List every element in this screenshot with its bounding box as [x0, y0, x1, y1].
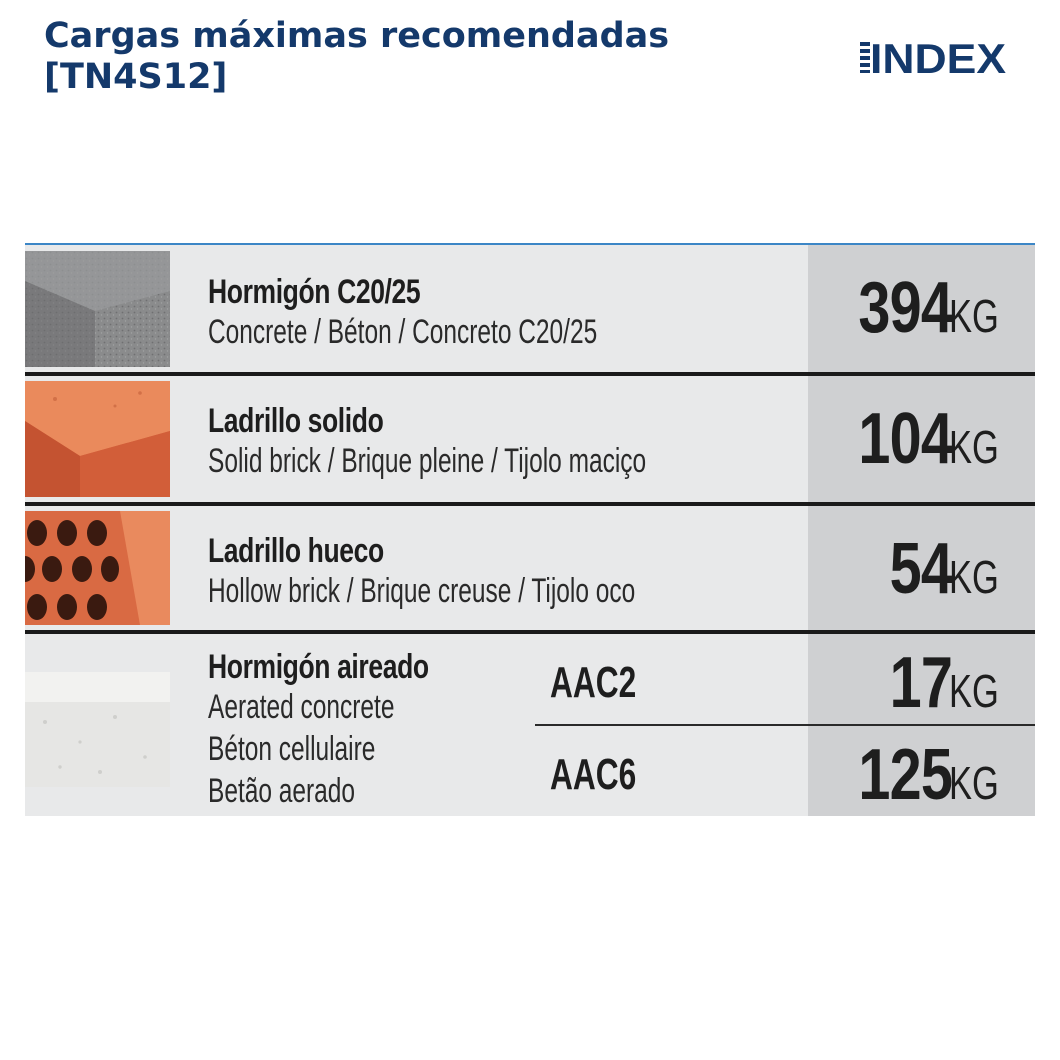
page-title-line1: Cargas máximas recomendadas: [44, 16, 670, 56]
table-row-hollow-brick: Ladrillo hueco Hollow brick / Brique cre…: [25, 506, 1035, 630]
index-logo: INDEX: [860, 37, 1006, 77]
material-translations: Hollow brick / Brique creuse / Tijolo oc…: [208, 572, 636, 610]
row-separator: [25, 630, 1035, 634]
material-name: Hormigón C20/25: [208, 273, 421, 311]
concrete-block-image: [25, 251, 170, 367]
table-row-solid-brick: Ladrillo solido Solid brick / Brique ple…: [25, 376, 1035, 502]
load-value: 394 KG: [835, 267, 1015, 349]
row-separator: [25, 502, 1035, 506]
load-unit: KG: [948, 551, 999, 603]
table-row-concrete: Hormigón C20/25 Concrete / Béton / Concr…: [25, 245, 1035, 373]
material-translation-en: Aerated concrete: [208, 688, 395, 726]
solid-brick-image: [25, 381, 170, 497]
load-unit: KG: [948, 421, 999, 473]
load-number: 17: [889, 643, 953, 723]
material-translation-fr: Béton cellulaire: [208, 730, 376, 768]
load-unit: KG: [948, 290, 999, 342]
load-value-aac6: 125 KG: [835, 734, 1015, 816]
load-table: Hormigón C20/25 Concrete / Béton / Concr…: [25, 243, 1035, 816]
material-name: Ladrillo solido: [208, 402, 384, 440]
load-value: 104 KG: [835, 398, 1015, 480]
material-name: Ladrillo hueco: [208, 532, 384, 570]
table-row-aerated-concrete: Hormigón aireado Aerated concrete Béton …: [25, 634, 1035, 816]
hollow-brick-image: [25, 511, 170, 625]
load-unit: KG: [948, 757, 999, 809]
material-name: Hormigón aireado: [208, 648, 429, 686]
material-translations: Solid brick / Brique pleine / Tijolo mac…: [208, 442, 647, 480]
load-number: 54: [889, 529, 953, 609]
material-translations: Concrete / Béton / Concreto C20/25: [208, 313, 598, 351]
row-separator: [25, 372, 1035, 376]
load-value: 54 KG: [874, 528, 1015, 610]
logo-text: INDEX: [870, 37, 1006, 77]
table-top-line: [25, 243, 1035, 245]
load-number: 104: [858, 399, 953, 479]
material-translation-pt: Betão aerado: [208, 772, 356, 810]
load-number: 394: [858, 268, 953, 348]
value-column: [808, 245, 1035, 816]
load-unit: KG: [948, 665, 999, 717]
aerated-concrete-image: [25, 672, 170, 787]
variant-label-aac2: AAC2: [550, 658, 637, 707]
page-title-line2: [TN4S12]: [44, 57, 228, 97]
load-number: 125: [858, 735, 953, 815]
variant-label-aac6: AAC6: [550, 750, 637, 799]
load-value-aac2: 17 KG: [874, 642, 1015, 724]
page-title: Cargas máximas recomendadas [TN4S12]: [44, 16, 804, 98]
variant-separator: [535, 724, 1035, 726]
